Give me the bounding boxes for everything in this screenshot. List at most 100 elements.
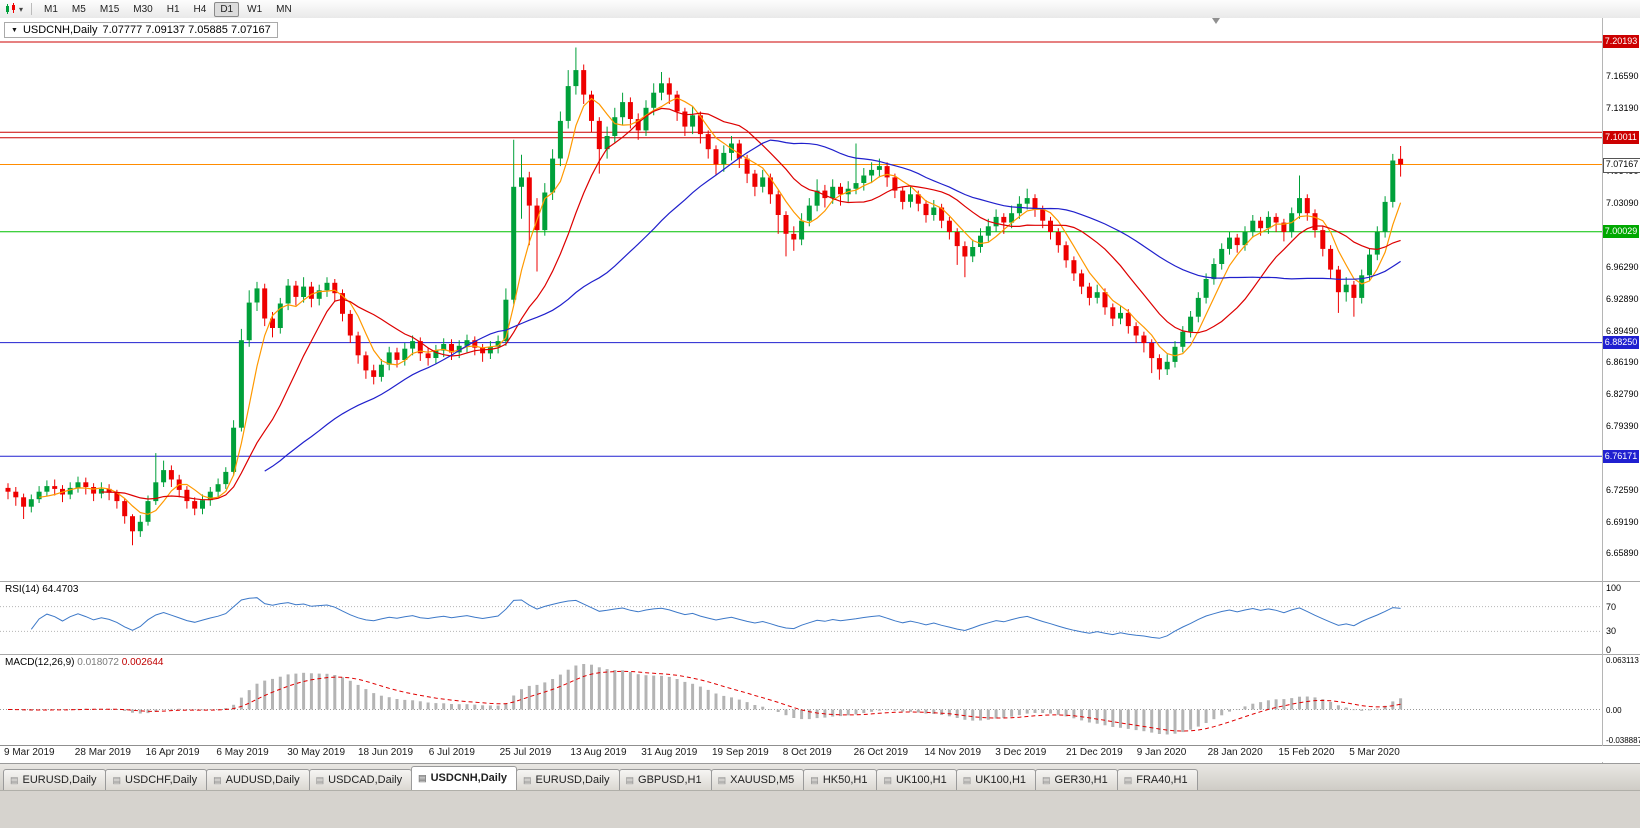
- chart-ohlc-values: 7.07777 7.09137 7.05885 7.07167: [102, 24, 271, 36]
- candlestick-chart-icon[interactable]: [3, 2, 19, 16]
- macd-tick-label: -0.038887: [1606, 736, 1640, 745]
- rsi-value: 64.4703: [42, 584, 79, 595]
- timeframe-button-m1[interactable]: M1: [44, 3, 58, 15]
- price-tick-label: 6.69190: [1606, 516, 1639, 527]
- chart-tab-audusd-daily[interactable]: ▤ AUDUSD,Daily: [206, 769, 310, 790]
- time-label: 19 Sep 2019: [712, 747, 769, 758]
- price-tick-label: 6.65890: [1606, 547, 1639, 558]
- timeframe-button-m15[interactable]: M15: [99, 3, 120, 15]
- collapse-arrow-icon[interactable]: ▼: [11, 26, 18, 34]
- chart-shift-marker[interactable]: [1212, 18, 1220, 24]
- mini-chart-icon: ▤: [418, 773, 427, 783]
- toolbar-separator: [31, 3, 33, 15]
- toolbar: ▾ M1 M5 M15 M30 H1 H4 D1 W1 MN: [0, 0, 1640, 19]
- time-label: 15 Feb 2020: [1278, 747, 1335, 758]
- time-label: 30 May 2019: [287, 747, 346, 758]
- dropdown-arrow-icon[interactable]: ▾: [19, 4, 24, 14]
- macd-indicator-label: MACD(12,26,9) 0.018072 0.002644: [5, 657, 163, 668]
- chart-tab-uk100-h1[interactable]: ▤ UK100,H1: [876, 769, 957, 790]
- price-level-badge: 7.20193: [1603, 35, 1639, 49]
- timeframe-button-m30[interactable]: M30: [133, 3, 153, 15]
- time-label: 26 Oct 2019: [853, 747, 909, 758]
- rsi-canvas: [0, 597, 1602, 639]
- chart-tab-usdcnh-daily[interactable]: ▤ USDCNH,Daily: [411, 766, 518, 790]
- timeframe-button-h1[interactable]: H1: [166, 3, 180, 15]
- main-chart-canvas: [0, 41, 1602, 546]
- macd-canvas: [0, 664, 1602, 735]
- rsi-label: RSI(14): [5, 584, 40, 595]
- time-label: 6 May 2019: [216, 747, 269, 758]
- chart-tab-fra40-h1[interactable]: ▤ FRA40,H1: [1116, 769, 1198, 790]
- price-tick-label: 6.79390: [1606, 420, 1639, 431]
- mini-chart-icon: ▤: [883, 774, 892, 785]
- price-level-badge: 7.07167: [1603, 158, 1640, 174]
- time-label: 9 Mar 2019: [4, 747, 55, 758]
- chart-tab-eurusd-daily[interactable]: ▤ EURUSD,Daily: [516, 769, 620, 790]
- mini-chart-icon: ▤: [213, 774, 222, 785]
- timeframe-button-d1[interactable]: D1: [214, 1, 240, 17]
- chart-tab-xauusd-m5[interactable]: ▤ XAUUSD,M5: [710, 769, 805, 790]
- rsi-tick-label: 70: [1606, 601, 1617, 612]
- chart-tab-uk100-h1[interactable]: ▤ UK100,H1: [955, 769, 1037, 790]
- timeframe-button-mn[interactable]: MN: [276, 3, 292, 15]
- price-tick-label: 6.96290: [1606, 261, 1639, 272]
- price-scale[interactable]: 7.165907.131907.064907.030906.962906.928…: [1603, 18, 1640, 581]
- mini-chart-icon: ▤: [625, 774, 635, 785]
- chart-title-box: ▼ USDCNH,Daily 7.07777 7.09137 7.05885 7…: [4, 22, 278, 38]
- timeframe-button-w1[interactable]: W1: [247, 3, 263, 15]
- rsi-scale[interactable]: 100 70 30 0: [1603, 582, 1640, 655]
- chart-tab-label: UK100,H1: [975, 773, 1027, 786]
- chart-tab-eurusd-daily[interactable]: ▤ EURUSD,Daily: [3, 769, 107, 790]
- time-label: 6 Jul 2019: [428, 747, 475, 758]
- price-tick-label: 6.72590: [1606, 484, 1639, 495]
- chart-tab-label: HK50,H1: [822, 773, 868, 786]
- chart-tab-label: XAUUSD,M5: [730, 773, 795, 786]
- time-label: 5 Mar 2020: [1349, 747, 1400, 758]
- chart-tab-gbpusd-h1[interactable]: ▤ GBPUSD,H1: [618, 769, 712, 790]
- chart-tab-hk50-h1[interactable]: ▤ HK50,H1: [803, 769, 878, 790]
- timeframe-button-m5[interactable]: M5: [71, 3, 86, 15]
- time-axis[interactable]: 9 Mar 2019 28 Mar 2019 16 Apr 2019 6 May 20…: [0, 746, 1640, 762]
- price-tick-label: 7.13190: [1606, 102, 1639, 113]
- chart-tab-ger30-h1[interactable]: ▤ GER30,H1: [1035, 769, 1118, 790]
- time-label: 3 Dec 2019: [995, 747, 1047, 758]
- chart-title: USDCNH,Daily: [22, 24, 98, 36]
- chart-tabbar: ▤ EURUSD,Daily ▤ USDCHF,Daily ▤ AUDUSD,Daily ▤…: [0, 763, 1640, 790]
- price-tick-label: 7.03090: [1606, 197, 1639, 208]
- rsi-panel[interactable]: RSI(14) 64.4703: [0, 582, 1640, 655]
- mini-chart-icon: ▤: [112, 774, 121, 785]
- rsi-tick-label: 0: [1606, 645, 1612, 655]
- price-level-badge: 6.88250: [1603, 336, 1639, 350]
- chart-tab-usdcad-daily[interactable]: ▤ USDCAD,Daily: [308, 769, 413, 790]
- chart-tab-label: GBPUSD,H1: [638, 773, 702, 786]
- macd-scale[interactable]: 0.063113 0.00 -0.038887: [1603, 655, 1640, 745]
- macd-tick-label: 0.063113: [1606, 656, 1639, 665]
- chart-tab-label: USDCHF,Daily: [125, 773, 198, 786]
- chart-tab-label: FRA40,H1: [1136, 773, 1188, 786]
- price-level-badge: 6.76171: [1603, 449, 1639, 463]
- time-label: 9 Jan 2020: [1136, 747, 1187, 758]
- time-label: 21 Dec 2019: [1066, 747, 1123, 758]
- mini-chart-icon: ▤: [962, 774, 972, 785]
- time-label: 16 Apr 2019: [145, 747, 200, 758]
- mini-chart-icon: ▤: [523, 774, 532, 785]
- price-tick-label: 7.16590: [1606, 70, 1639, 81]
- price-tick-label: 6.89490: [1606, 325, 1639, 336]
- chart-tab-label: USDCNH,Daily: [430, 772, 508, 784]
- chart-tab-label: AUDUSD,Daily: [225, 773, 300, 786]
- price-tick-label: 6.86190: [1606, 356, 1639, 367]
- time-label: 13 Aug 2019: [570, 747, 627, 758]
- chart-tab-label: GER30,H1: [1054, 773, 1108, 786]
- chart-tab-label: EURUSD,Daily: [22, 773, 97, 786]
- chart-tab-usdchf-daily[interactable]: ▤ USDCHF,Daily: [105, 769, 208, 790]
- timeframe-button-h4[interactable]: H4: [193, 3, 207, 15]
- macd-panel[interactable]: MACD(12,26,9) 0.018072 0.002644: [0, 655, 1640, 746]
- chart-tab-label: UK100,H1: [895, 773, 947, 786]
- rsi-indicator-label: RSI(14) 64.4703: [5, 584, 78, 595]
- macd-main-value: 0.018072: [77, 657, 119, 668]
- main-chart-panel[interactable]: ▼ USDCNH,Daily 7.07777 7.09137 7.05885 7…: [0, 18, 1640, 582]
- time-label: 8 Oct 2019: [782, 747, 832, 758]
- macd-tick-label: 0.00: [1606, 705, 1622, 715]
- rsi-tick-label: 100: [1606, 583, 1622, 593]
